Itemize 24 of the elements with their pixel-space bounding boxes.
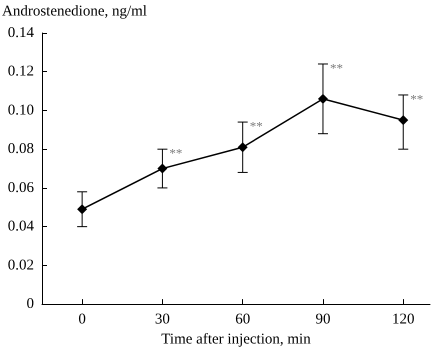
y-tick-label: 0.14 — [8, 25, 34, 41]
x-tick-label: 30 — [154, 312, 170, 328]
x-tick-label: 120 — [392, 312, 414, 328]
y-axis-title: Androstenedione, ng/ml — [2, 4, 147, 20]
annotation: ** — [330, 60, 343, 76]
y-tick-label: 0.06 — [8, 180, 34, 196]
point — [77, 204, 88, 214]
y-tick-label: 0 — [26, 296, 34, 312]
x-axis-title: Time after injection, min — [161, 332, 312, 348]
point — [238, 142, 248, 152]
annotation: ** — [410, 91, 424, 106]
x-tick-label: 90 — [315, 312, 330, 328]
y-tick-label: 0.04 — [8, 218, 34, 235]
point — [318, 94, 328, 104]
annotation: ** — [169, 146, 182, 161]
point — [157, 164, 168, 174]
point — [398, 115, 408, 126]
y-tick-label: 0.02 — [8, 257, 34, 274]
x-tick-label: 60 — [235, 312, 250, 328]
y-tick-label: 0.08 — [8, 141, 34, 158]
x-tick-label: 0 — [78, 312, 86, 328]
annotation: ** — [250, 118, 263, 134]
y-tick-label: 0.10 — [8, 102, 34, 118]
y-tick-label: 0.12 — [8, 64, 34, 80]
